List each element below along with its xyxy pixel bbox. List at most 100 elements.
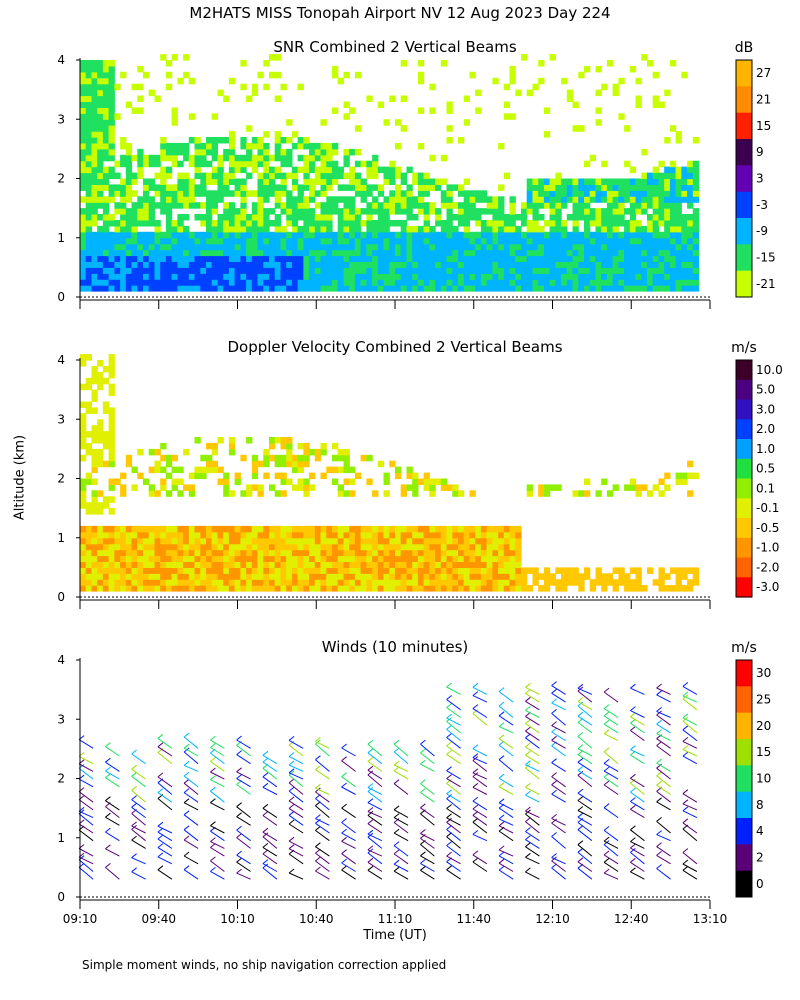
- doppler-cell: [452, 555, 459, 562]
- snr-cell: [406, 208, 413, 215]
- snr-cell: [125, 101, 133, 108]
- wind-barb-flag: [446, 741, 452, 747]
- doppler-cell: [274, 454, 281, 462]
- wind-barb: [236, 816, 251, 826]
- snr-cell: [108, 166, 115, 174]
- snr-cell: [463, 220, 470, 227]
- snr-cell: [578, 261, 585, 268]
- doppler-cell: [320, 555, 327, 562]
- doppler-cell: [80, 567, 87, 574]
- doppler-cell: [263, 454, 270, 462]
- snr-cell: [469, 267, 476, 274]
- snr-cell: [263, 196, 270, 203]
- doppler-cell: [406, 561, 413, 568]
- snr-cell: [515, 214, 522, 221]
- doppler-cell: [503, 555, 511, 562]
- snr-cell: [188, 285, 196, 292]
- snr-cell: [108, 273, 115, 280]
- snr-cell: [377, 249, 385, 257]
- doppler-cell: [435, 537, 442, 545]
- snr-cell: [80, 184, 87, 191]
- snr-cell: [669, 267, 677, 274]
- doppler-cell: [211, 573, 218, 580]
- snr-cell: [274, 249, 281, 257]
- snr-cell: [143, 190, 150, 197]
- snr-cell: [417, 71, 425, 79]
- snr-cell: [578, 249, 585, 257]
- colorbar-swatch: [736, 712, 752, 740]
- snr-cell: [337, 196, 344, 203]
- wind-barb: [131, 829, 146, 842]
- snr-cell: [652, 95, 659, 102]
- snr-cell: [332, 107, 339, 114]
- wind-barb: [105, 816, 120, 826]
- wind-barb: [630, 852, 645, 865]
- wind-barb: [682, 755, 698, 765]
- doppler-cell: [80, 579, 87, 586]
- doppler-cell: [280, 472, 287, 480]
- snr-cell: [538, 60, 545, 67]
- doppler-cell: [360, 573, 367, 580]
- snr-cell: [389, 243, 396, 251]
- snr-cell: [458, 208, 465, 215]
- wind-barb: [131, 806, 146, 819]
- doppler-cell: [343, 585, 350, 592]
- snr-cell: [97, 202, 104, 209]
- snr-cell: [131, 154, 138, 162]
- doppler-cell: [343, 561, 350, 568]
- wind-barb: [367, 814, 383, 826]
- snr-cell: [538, 77, 545, 85]
- doppler-cell: [332, 543, 339, 551]
- doppler-cell: [148, 573, 155, 580]
- colorbar-label: 10.0: [756, 363, 783, 377]
- snr-cell: [269, 71, 276, 79]
- wind-barb-flag: [525, 750, 531, 756]
- doppler-cell: [377, 543, 385, 551]
- snr-cell: [326, 196, 333, 203]
- snr-cell: [486, 208, 493, 215]
- wind-barb: [656, 868, 671, 880]
- doppler-cell: [446, 561, 453, 568]
- wind-barb-flag: [131, 764, 137, 770]
- doppler-cell: [337, 454, 344, 462]
- snr-cell: [624, 160, 631, 168]
- snr-cell: [463, 237, 470, 245]
- snr-cell: [389, 178, 396, 185]
- snr-cell: [555, 225, 562, 233]
- snr-cell: [349, 249, 356, 257]
- snr-cell: [91, 65, 98, 73]
- snr-cell: [664, 273, 671, 280]
- snr-cell: [97, 125, 104, 132]
- wind-barb: [183, 736, 199, 749]
- snr-cell: [332, 65, 339, 73]
- doppler-cell: [85, 579, 92, 586]
- snr-cell: [383, 285, 390, 292]
- wind-barb-flag: [393, 866, 400, 872]
- snr-cell: [108, 89, 115, 97]
- doppler-cell: [303, 442, 310, 450]
- doppler-cell: [102, 567, 110, 574]
- snr-cell: [503, 255, 511, 262]
- snr-cell: [566, 255, 574, 262]
- snr-cell: [240, 160, 247, 168]
- doppler-cell: [200, 543, 207, 551]
- snr-cell: [326, 148, 333, 156]
- doppler-cell: [624, 579, 631, 586]
- colorbar-label: -3: [756, 198, 768, 212]
- snr-cell: [332, 178, 339, 185]
- snr-cell: [669, 273, 677, 280]
- doppler-cell: [251, 537, 259, 545]
- doppler-cell: [303, 567, 310, 574]
- snr-cell: [217, 225, 224, 233]
- doppler-cell: [389, 531, 396, 539]
- snr-cell: [343, 255, 350, 262]
- doppler-cell: [658, 579, 665, 586]
- doppler-cell: [412, 543, 419, 551]
- snr-cell: [400, 190, 407, 197]
- wind-barb: [367, 852, 383, 865]
- doppler-cell: [257, 484, 264, 491]
- wind-barb: [656, 745, 671, 757]
- snr-cell: [234, 267, 241, 274]
- doppler-cell: [102, 573, 110, 580]
- doppler-cell: [629, 478, 637, 485]
